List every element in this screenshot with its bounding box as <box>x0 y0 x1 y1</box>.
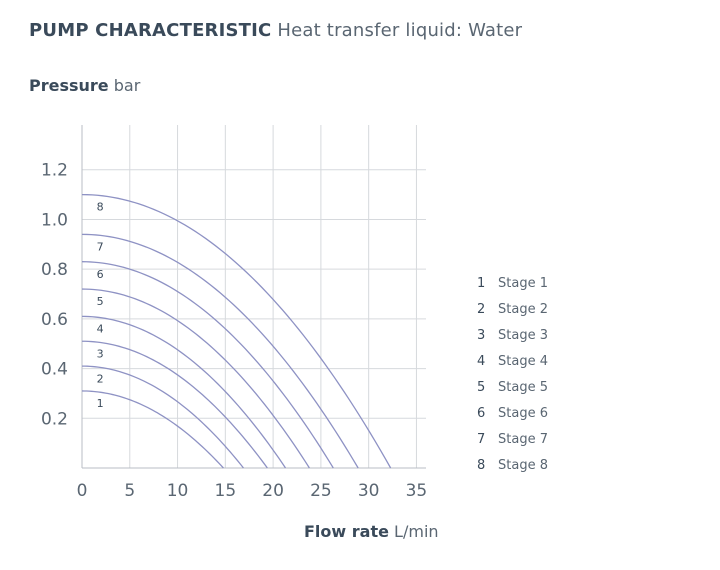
tick-labels: 0 5 10 15 20 25 30 350.20.40.60.81.01.2 <box>41 161 427 501</box>
legend-item-4: 4 Stage 4 <box>470 348 548 374</box>
stage-curve-label-3: 3 <box>97 347 104 360</box>
stage-curve-5 <box>81 288 310 469</box>
legend-item-name: Stage 1 <box>498 275 548 291</box>
y-tick-label: 0.2 <box>41 409 68 429</box>
stage-curve-6 <box>81 261 334 469</box>
legend-item-number: 8 <box>477 457 486 473</box>
legend-item-name: Stage 7 <box>498 431 548 447</box>
legend-item-1: 1 Stage 1 <box>470 270 548 296</box>
stage-curve-2 <box>81 365 244 469</box>
legend-item-6: 6 Stage 6 <box>470 400 548 426</box>
x-tick-label: 0 <box>77 481 88 501</box>
legend-item-number: 2 <box>477 301 486 317</box>
legend-item-name: Stage 4 <box>498 353 548 369</box>
stage-curve-3 <box>81 340 268 469</box>
x-tick-label: 25 <box>310 481 332 501</box>
y-tick-label: 0.8 <box>41 260 68 280</box>
legend-item-name: Stage 8 <box>498 457 548 473</box>
stage-curve-label-6: 6 <box>97 268 104 281</box>
stage-labels: 1 2 3 4 5 6 7 8 <box>97 201 104 411</box>
legend-item-name: Stage 6 <box>498 405 548 421</box>
grid <box>81 125 426 469</box>
x-axis-title: Flow rate L/min <box>304 522 439 541</box>
x-tick-label: 15 <box>215 481 237 501</box>
y-axis-title: Pressure bar <box>29 76 140 95</box>
y-tick-label: 0.4 <box>41 360 68 380</box>
legend-item-number: 5 <box>477 379 486 395</box>
y-tick-label: 1.2 <box>41 161 68 181</box>
chart-subtitle: Heat transfer liquid: Water <box>277 20 523 41</box>
x-tick-label: 10 <box>167 481 189 501</box>
legend-item-5: 5 Stage 5 <box>470 374 548 400</box>
chart-title: PUMP CHARACTERISTIC Heat transfer liquid… <box>29 20 522 41</box>
legend-item-name: Stage 5 <box>498 379 548 395</box>
legend-item-2: 2 Stage 2 <box>470 296 548 322</box>
stage-curve-4 <box>81 315 287 469</box>
stage-curve-label-2: 2 <box>97 372 104 385</box>
stage-curve-label-4: 4 <box>97 323 104 336</box>
chart-legend: 1 Stage 1 2 Stage 2 3 Stage 3 4 Stage 4 5 Stage 5… <box>470 270 548 478</box>
stage-curves <box>81 193 392 469</box>
legend-item-number: 4 <box>477 353 486 369</box>
legend-item-8: 8 Stage 8 <box>470 452 548 478</box>
chart-title-strong: PUMP CHARACTERISTIC <box>29 20 272 41</box>
x-tick-label: 5 <box>124 481 135 501</box>
legend-item-name: Stage 3 <box>498 327 548 343</box>
x-axis-label: Flow rate <box>304 522 389 541</box>
legend-item-3: 3 Stage 3 <box>470 322 548 348</box>
stage-curve-1 <box>81 390 224 469</box>
stage-curve-7 <box>81 233 359 469</box>
y-axis-unit: bar <box>113 76 141 95</box>
y-tick-label: 0.6 <box>41 310 68 330</box>
legend-item-7: 7 Stage 7 <box>470 426 548 452</box>
stage-curve-label-8: 8 <box>97 201 104 214</box>
x-tick-label: 35 <box>406 481 428 501</box>
stage-curve-label-5: 5 <box>97 295 104 308</box>
legend-item-number: 3 <box>477 327 486 343</box>
stage-curve-8 <box>81 193 392 469</box>
x-axis-unit: L/min <box>394 522 439 541</box>
legend-item-number: 7 <box>477 431 486 447</box>
legend-item-number: 6 <box>477 405 486 421</box>
legend-item-number: 1 <box>477 275 486 291</box>
y-axis-label: Pressure <box>29 76 109 95</box>
x-tick-label: 20 <box>262 481 284 501</box>
stage-curve-label-7: 7 <box>97 240 104 253</box>
legend-item-name: Stage 2 <box>498 301 548 317</box>
stage-curve-label-1: 1 <box>97 397 104 410</box>
y-tick-label: 1.0 <box>41 210 68 230</box>
x-tick-label: 30 <box>358 481 380 501</box>
